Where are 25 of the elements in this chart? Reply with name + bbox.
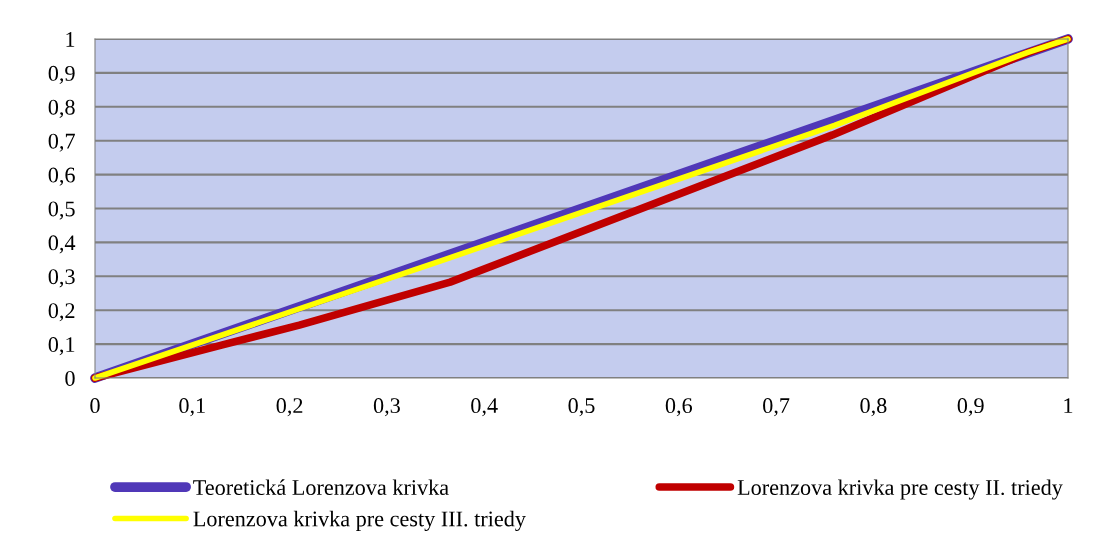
legend-label: Teoretická Lorenzova krivka — [193, 479, 449, 496]
x-tick-label: 0,8 — [860, 398, 887, 417]
x-tick-label: 0,1 — [179, 398, 205, 417]
x-tick-label: 0,7 — [763, 398, 790, 417]
y-tick-label: 0,8 — [48, 99, 75, 118]
legend-label: Lorenzova krivka pre cesty III. triedy — [193, 510, 526, 531]
x-tick-label: 0,6 — [665, 398, 693, 417]
y-tick-label: 0,2 — [48, 303, 75, 322]
x-tick-label: 0,3 — [373, 398, 400, 417]
y-tick-label: 1 — [66, 32, 75, 47]
y-tick-label: 0,9 — [48, 65, 75, 85]
y-tick-label: 0 — [65, 370, 75, 386]
y-tick-label: 0,4 — [48, 235, 76, 254]
x-tick-label: 0,9 — [957, 398, 984, 417]
x-tick-label: 0 — [90, 398, 100, 414]
y-tick-label: 0,3 — [48, 269, 75, 288]
legend-label: Lorenzova krivka pre cesty II. triedy — [737, 479, 1063, 500]
x-tick-label: 0,4 — [471, 398, 498, 417]
y-tick-label: 0,6 — [48, 167, 75, 186]
y-tick-label: 0,5 — [48, 201, 75, 220]
x-tick-label: 0,2 — [276, 398, 303, 417]
x-tick-label: 0,5 — [568, 398, 595, 417]
x-tick-label: 1 — [1064, 398, 1073, 413]
y-tick-label: 0,7 — [48, 133, 75, 152]
y-tick-label: 0,1 — [48, 337, 75, 356]
